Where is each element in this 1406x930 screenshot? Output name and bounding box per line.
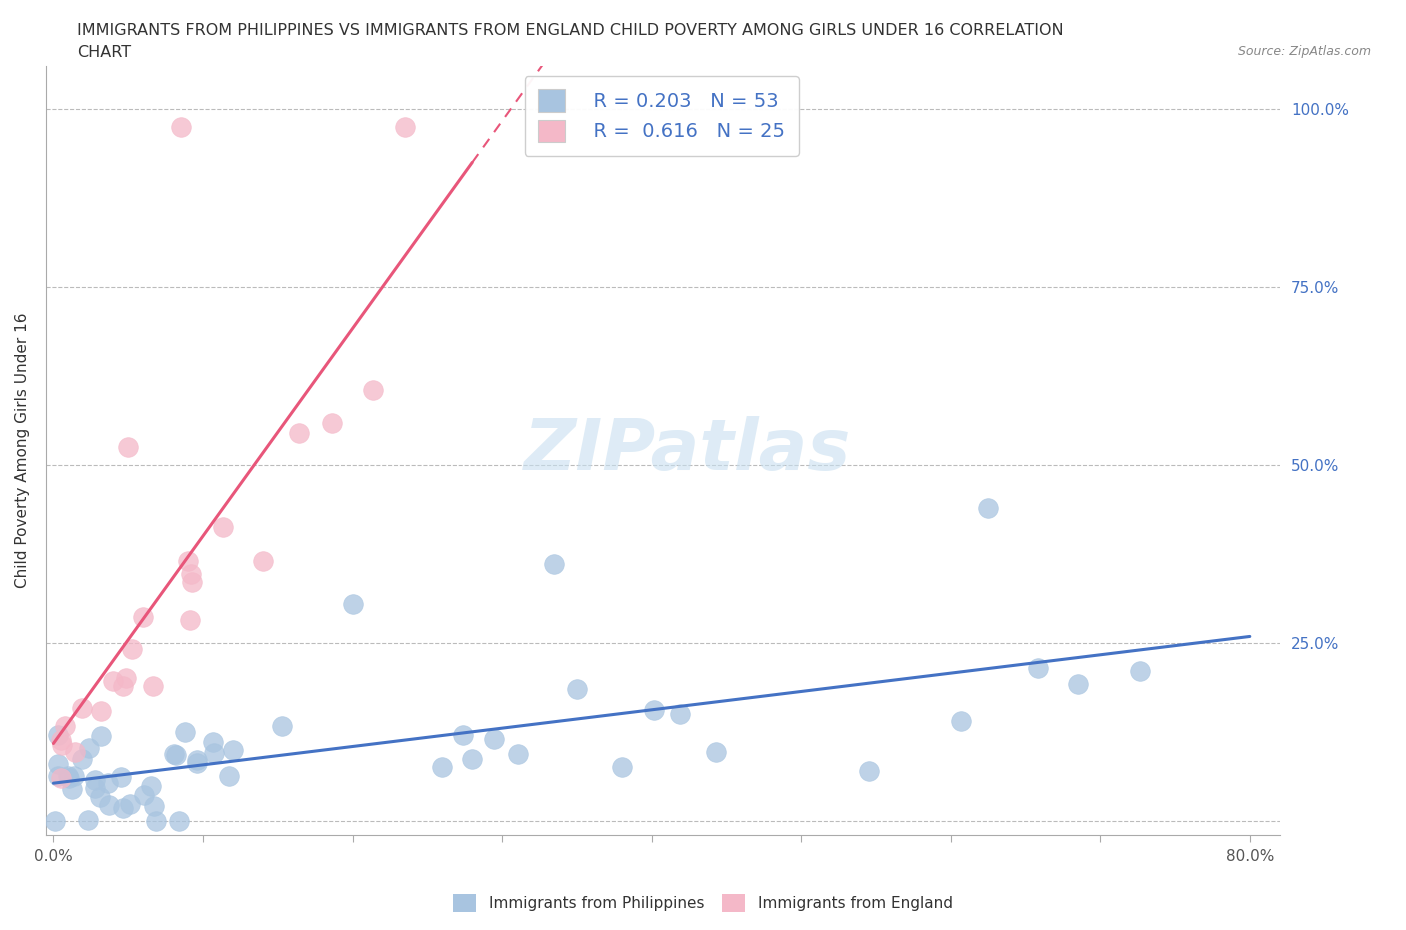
- Point: [112, 801, 135, 816]
- Point: [132, 609, 155, 624]
- Point: [79, 740, 101, 755]
- Point: [669, 707, 692, 722]
- Legend: Immigrants from Philippines, Immigrants from England: Immigrants from Philippines, Immigrants …: [447, 888, 959, 918]
- Point: [60, 781, 83, 796]
- Point: [90, 703, 112, 718]
- Point: [62, 769, 84, 784]
- Point: [55, 718, 77, 733]
- Point: [98, 798, 121, 813]
- Point: [858, 764, 880, 778]
- Point: [165, 748, 187, 763]
- Text: IMMIGRANTS FROM PHILIPPINES VS IMMIGRANTS FROM ENGLAND CHILD POVERTY AMONG GIRLS: IMMIGRANTS FROM PHILIPPINES VS IMMIGRANT…: [77, 23, 1064, 38]
- Point: [361, 383, 384, 398]
- Point: [543, 557, 565, 572]
- Text: CHART: CHART: [77, 45, 131, 60]
- Point: [252, 553, 274, 568]
- Point: [394, 119, 416, 134]
- Legend:   R = 0.203   N = 53,   R =  0.616   N = 25: R = 0.203 N = 53, R = 0.616 N = 25: [524, 76, 799, 156]
- Point: [65, 745, 87, 760]
- Point: [218, 768, 240, 783]
- Point: [70, 700, 93, 715]
- Point: [460, 752, 482, 767]
- Point: [117, 440, 139, 455]
- Point: [115, 671, 138, 685]
- Point: [179, 613, 201, 628]
- Point: [83, 773, 105, 788]
- Point: [121, 642, 143, 657]
- Point: [180, 567, 202, 582]
- Point: [58, 771, 80, 786]
- Point: [610, 760, 633, 775]
- Point: [49, 770, 72, 785]
- Point: [212, 520, 235, 535]
- Point: [132, 788, 155, 803]
- Point: [506, 747, 529, 762]
- Point: [143, 799, 166, 814]
- Point: [46, 768, 69, 783]
- Point: [482, 731, 505, 746]
- Point: [101, 673, 124, 688]
- Point: [430, 759, 453, 774]
- Point: [46, 757, 69, 772]
- Y-axis label: Child Poverty Among Girls Under 16: Child Poverty Among Girls Under 16: [15, 312, 30, 589]
- Point: [202, 745, 225, 760]
- Point: [949, 713, 972, 728]
- Point: [89, 790, 111, 804]
- Point: [44, 813, 66, 828]
- Point: [167, 813, 190, 828]
- Point: [163, 747, 186, 762]
- Point: [97, 776, 120, 790]
- Point: [180, 575, 202, 590]
- Point: [51, 737, 73, 752]
- Text: Source: ZipAtlas.com: Source: ZipAtlas.com: [1237, 45, 1371, 58]
- Point: [451, 728, 474, 743]
- Point: [46, 728, 69, 743]
- Point: [139, 778, 162, 793]
- Point: [321, 416, 343, 431]
- Point: [270, 719, 292, 734]
- Point: [1028, 661, 1050, 676]
- Point: [142, 679, 165, 694]
- Point: [110, 769, 132, 784]
- Point: [186, 755, 208, 770]
- Point: [177, 553, 200, 568]
- Point: [49, 733, 72, 748]
- Point: [977, 500, 1000, 515]
- Point: [186, 753, 208, 768]
- Point: [70, 751, 93, 766]
- Point: [1129, 664, 1152, 679]
- Point: [643, 703, 665, 718]
- Point: [222, 743, 245, 758]
- Point: [120, 796, 142, 811]
- Point: [145, 813, 167, 828]
- Point: [169, 119, 191, 134]
- Point: [56, 769, 79, 784]
- Point: [202, 735, 225, 750]
- Point: [567, 682, 589, 697]
- Point: [90, 728, 112, 743]
- Point: [342, 596, 364, 611]
- Point: [77, 813, 100, 828]
- Text: ZIPatlas: ZIPatlas: [524, 416, 851, 485]
- Point: [112, 678, 135, 693]
- Point: [1067, 677, 1090, 692]
- Point: [84, 780, 107, 795]
- Point: [704, 745, 727, 760]
- Point: [288, 426, 311, 441]
- Point: [174, 724, 197, 739]
